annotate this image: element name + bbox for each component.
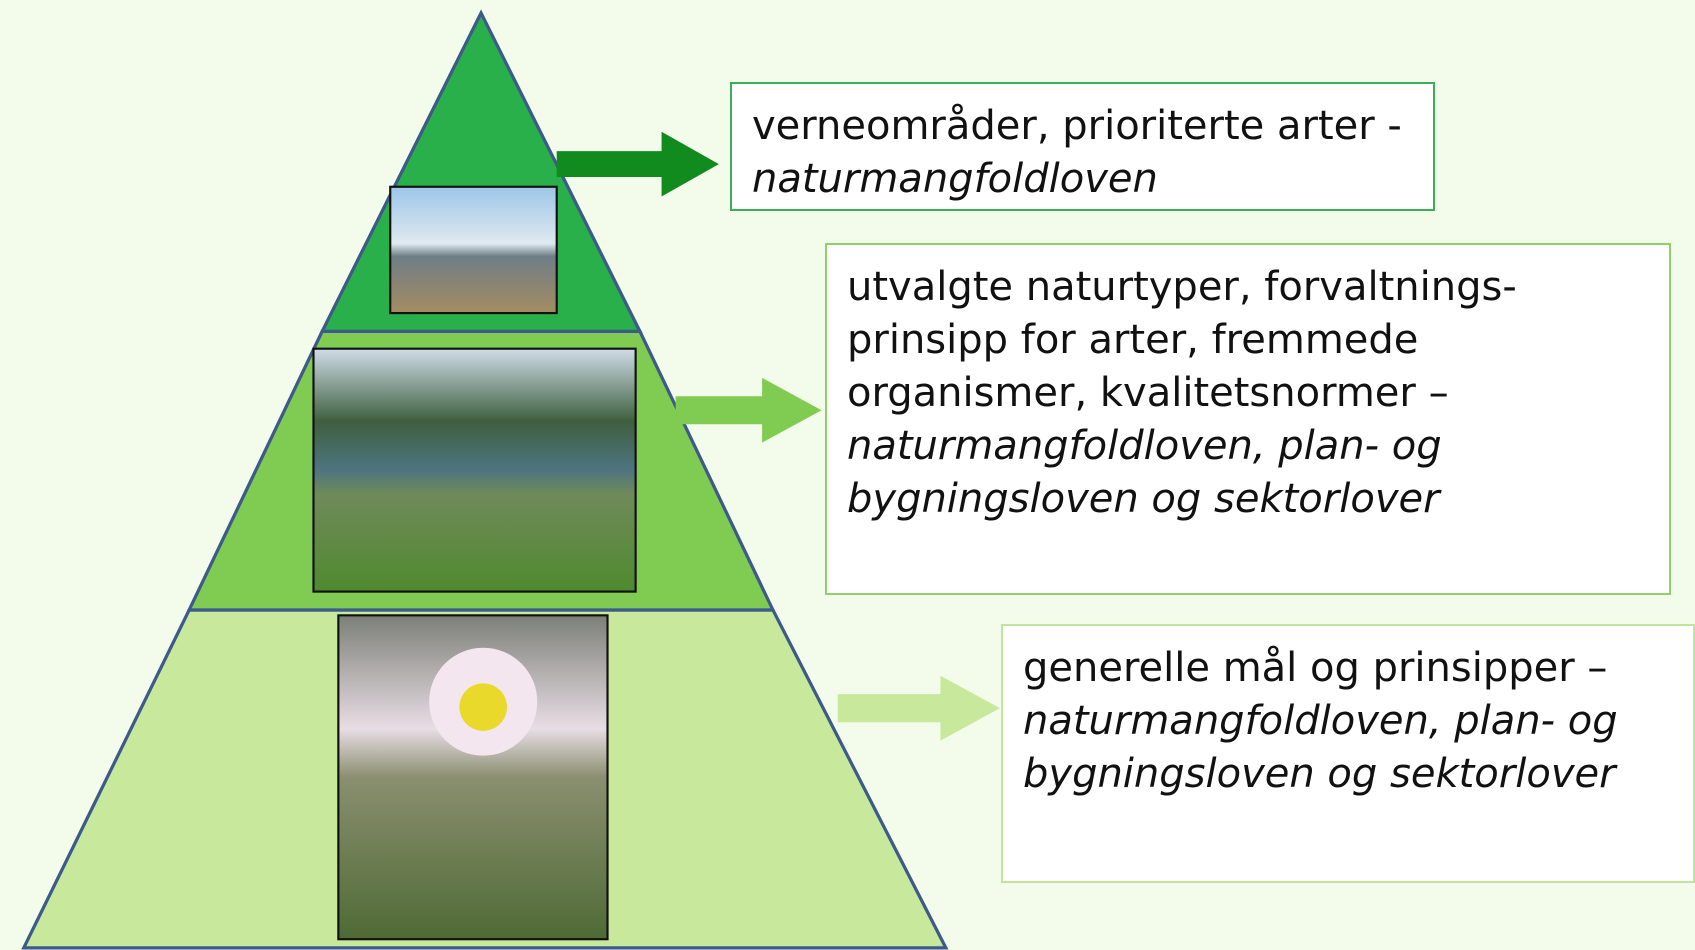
arrow-middle <box>676 378 822 443</box>
photo-fjord <box>313 349 635 592</box>
text-box: verneområder, prioriterte arter - naturm… <box>730 82 1435 211</box>
box-text-italic: naturmangfoldloven, plan- og bygningslov… <box>847 423 1442 522</box>
flower-center <box>459 683 507 731</box>
box-text-italic: naturmangfoldloven, plan- og bygningslov… <box>1023 698 1618 797</box>
arrow-bottom <box>838 676 1000 741</box>
box-text-italic: naturmangfoldloven <box>752 156 1158 202</box>
arrow-top <box>557 132 719 197</box>
diagram: verneområder, prioriterte arter - naturm… <box>0 0 1695 950</box>
photo-landscape <box>390 187 556 313</box>
text-box: generelle mål og prinsipper – naturmangf… <box>1001 624 1695 883</box>
box-text: utvalgte naturtyper, forvaltnings-prinsi… <box>847 264 1517 416</box>
box-text: verneområder, prioriterte arter - <box>752 103 1402 149</box>
text-box: utvalgte naturtyper, forvaltnings-prinsi… <box>825 243 1671 595</box>
box-text: generelle mål og prinsipper – <box>1023 645 1607 691</box>
